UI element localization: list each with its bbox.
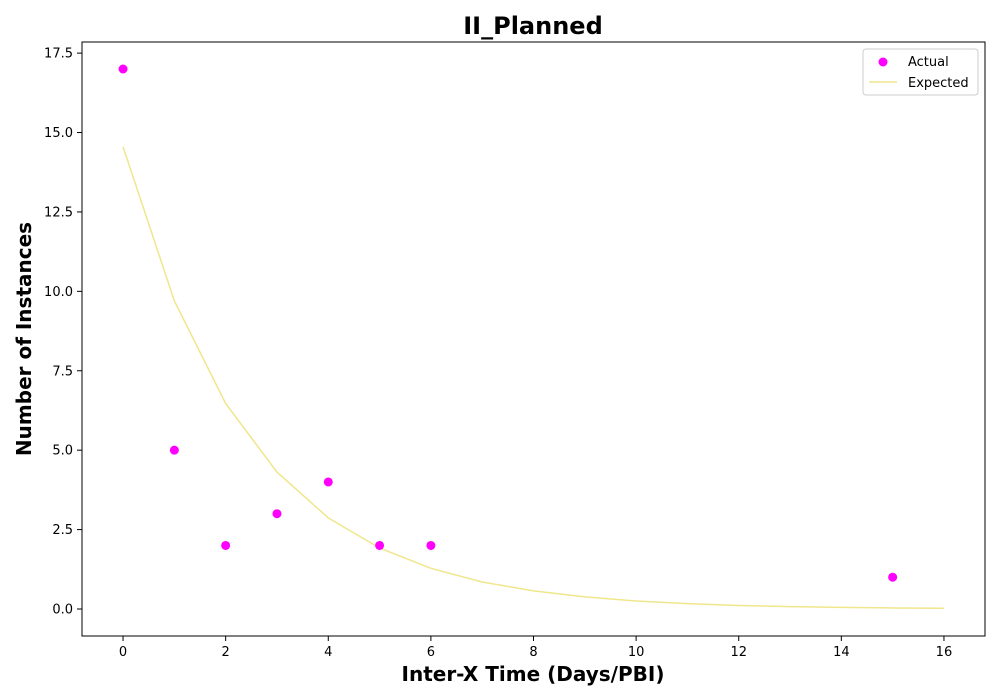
x-axis: 0 2 4 6 8 10 12 14 16 (119, 636, 952, 660)
data-point-actual (888, 572, 898, 582)
x-tick-label: 6 (427, 645, 435, 660)
data-point-actual (118, 64, 128, 74)
x-tick-label: 4 (324, 645, 332, 660)
y-tick-label: 7.5 (52, 364, 73, 379)
data-point-actual (169, 445, 179, 455)
y-tick-label: 2.5 (52, 523, 73, 538)
x-tick-label: 16 (936, 645, 953, 660)
y-tick-label: 12.5 (44, 205, 73, 220)
data-point-actual (375, 540, 385, 550)
x-axis-label: Inter-X Time (Days/PBI) (402, 662, 665, 686)
x-tick-label: 2 (222, 645, 230, 660)
data-point-actual (426, 540, 436, 550)
plot-area (118, 64, 944, 610)
data-point-actual (272, 509, 282, 519)
y-tick-label: 15.0 (44, 126, 73, 141)
y-tick-label: 0.0 (52, 603, 73, 618)
y-tick-label: 5.0 (52, 444, 73, 459)
data-point-actual (323, 477, 333, 487)
legend-box (862, 48, 979, 96)
data-point-actual (221, 540, 231, 550)
y-axis: 0.0 2.5 5.0 7.5 10.0 12.5 15.0 17.5 (44, 47, 82, 618)
series-line-expected (122, 146, 944, 610)
x-tick-label: 0 (119, 645, 127, 660)
x-tick-label: 12 (730, 645, 747, 660)
legend-label-expected: Expected (908, 76, 969, 91)
x-tick-label: 10 (628, 645, 645, 660)
legend: Actual Expected (862, 48, 979, 96)
legend-marker-actual (878, 57, 888, 67)
x-tick-label: 14 (833, 645, 850, 660)
chart-title: II_Planned (463, 12, 603, 40)
legend-label-actual: Actual (908, 55, 949, 70)
y-tick-label: 10.0 (44, 285, 73, 300)
x-tick-label: 8 (529, 645, 537, 660)
y-tick-label: 17.5 (44, 47, 73, 62)
y-axis-label: Number of Instances (12, 222, 36, 456)
